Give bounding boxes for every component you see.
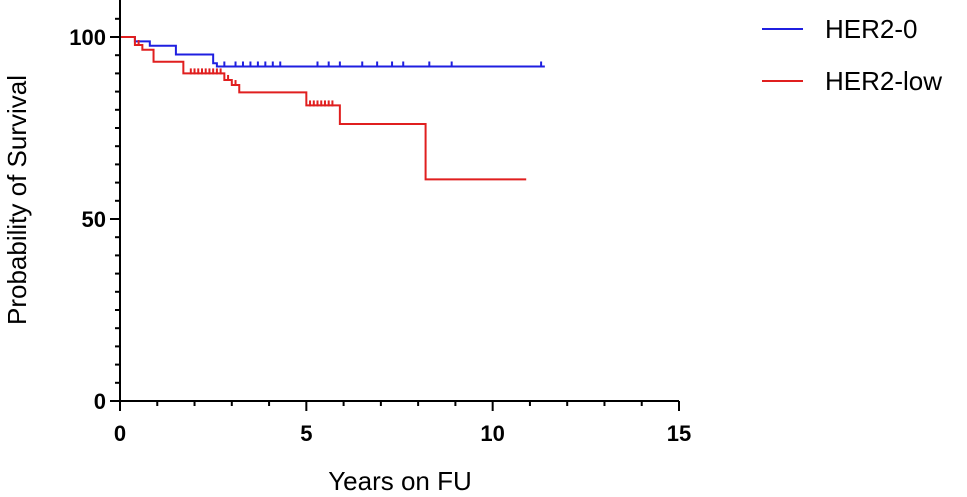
x-tick-label: 10 <box>480 421 504 446</box>
x-tick-label: 15 <box>667 421 691 446</box>
x-axis-title: Years on FU <box>328 466 472 496</box>
y-axis-title: Probability of Survival <box>2 75 32 325</box>
y-tick-label: 100 <box>69 25 106 50</box>
x-tick-label: 5 <box>300 421 312 446</box>
legend-label-her2-low: HER2-low <box>825 66 942 96</box>
x-tick-label: 0 <box>114 421 126 446</box>
legend-label-her2-0: HER2-0 <box>825 14 917 44</box>
series-line-her2-low <box>120 36 527 181</box>
y-tick-label: 0 <box>94 389 106 414</box>
legend: HER2-0 HER2-low <box>762 14 942 96</box>
plot-area <box>120 36 545 181</box>
y-tick-label: 50 <box>82 207 106 232</box>
axes: 0 50 100 0 5 10 15 <box>69 0 691 446</box>
